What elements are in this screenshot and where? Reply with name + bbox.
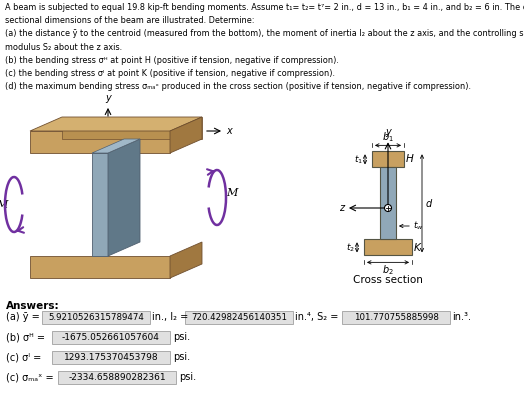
Text: 101.770755885998: 101.770755885998 — [354, 312, 439, 322]
Text: (b) σᴴ =: (b) σᴴ = — [6, 332, 45, 342]
Text: (c) σᴵ =: (c) σᴵ = — [6, 352, 41, 362]
Text: (c) the bending stress σᴵ at point K (positive if tension, negative if compressi: (c) the bending stress σᴵ at point K (po… — [5, 69, 335, 78]
Text: z: z — [340, 203, 345, 213]
Bar — [380, 167, 396, 239]
Polygon shape — [170, 242, 202, 278]
Text: 5.9210526315789474: 5.9210526315789474 — [48, 312, 144, 322]
Bar — [372, 152, 404, 167]
Text: $t_2$: $t_2$ — [346, 241, 355, 253]
Text: $t_w$: $t_w$ — [413, 220, 424, 232]
Text: (d) the maximum bending stress σₘₐˣ produced in the cross section (positive if t: (d) the maximum bending stress σₘₐˣ prod… — [5, 82, 471, 91]
Text: Cross section: Cross section — [353, 275, 423, 285]
Polygon shape — [62, 117, 202, 139]
FancyBboxPatch shape — [52, 330, 170, 343]
FancyBboxPatch shape — [58, 370, 176, 384]
FancyBboxPatch shape — [342, 310, 450, 324]
Text: psi.: psi. — [179, 372, 196, 382]
Text: (a) ȳ =: (a) ȳ = — [6, 312, 40, 322]
Text: A beam is subjected to equal 19.8 kip-ft bending moments. Assume t₁= t₂= t⁷= 2 i: A beam is subjected to equal 19.8 kip-ft… — [5, 3, 524, 12]
Text: (c) σₘₐˣ =: (c) σₘₐˣ = — [6, 372, 53, 382]
Polygon shape — [30, 117, 202, 131]
Text: $t_1$: $t_1$ — [354, 153, 363, 166]
Text: y: y — [385, 127, 391, 137]
Text: y: y — [105, 93, 111, 103]
Text: sectional dimensions of the beam are illustrated. Determine:: sectional dimensions of the beam are ill… — [5, 16, 255, 25]
Text: (b) the bending stress σᴴ at point H (positive if tension, negative if compressi: (b) the bending stress σᴴ at point H (po… — [5, 56, 339, 65]
Polygon shape — [92, 139, 140, 153]
Text: 1293.175370453798: 1293.175370453798 — [64, 353, 158, 361]
Text: M: M — [0, 199, 8, 210]
Text: Answers:: Answers: — [6, 301, 60, 311]
Text: H: H — [406, 154, 414, 164]
Text: $b_1$: $b_1$ — [382, 131, 394, 144]
Text: $d$: $d$ — [425, 197, 433, 210]
Text: -2334.658890282361: -2334.658890282361 — [68, 372, 166, 382]
Text: psi.: psi. — [173, 352, 190, 362]
Text: -1675.052661057604: -1675.052661057604 — [62, 332, 160, 341]
Polygon shape — [108, 139, 140, 256]
Text: K: K — [414, 243, 421, 253]
Text: M: M — [226, 187, 237, 197]
Circle shape — [385, 204, 391, 212]
Text: $b_2$: $b_2$ — [382, 264, 394, 277]
Text: modulus S₂ about the z axis.: modulus S₂ about the z axis. — [5, 43, 122, 52]
Bar — [364, 239, 412, 256]
Polygon shape — [30, 131, 170, 153]
Text: (a) the distance ȳ to the centroid (measured from the bottom), the moment of ine: (a) the distance ȳ to the centroid (meas… — [5, 29, 524, 38]
Text: x: x — [226, 126, 232, 136]
Text: in., I₂ =: in., I₂ = — [152, 312, 188, 322]
Polygon shape — [170, 117, 202, 153]
FancyBboxPatch shape — [52, 351, 170, 364]
FancyBboxPatch shape — [42, 310, 150, 324]
Text: in.³.: in.³. — [452, 312, 471, 322]
Text: psi.: psi. — [173, 332, 190, 342]
Polygon shape — [30, 256, 170, 278]
Polygon shape — [92, 153, 108, 256]
FancyBboxPatch shape — [185, 310, 293, 324]
Text: 720.42982456140351: 720.42982456140351 — [191, 312, 287, 322]
Text: in.⁴, S₂ =: in.⁴, S₂ = — [295, 312, 339, 322]
